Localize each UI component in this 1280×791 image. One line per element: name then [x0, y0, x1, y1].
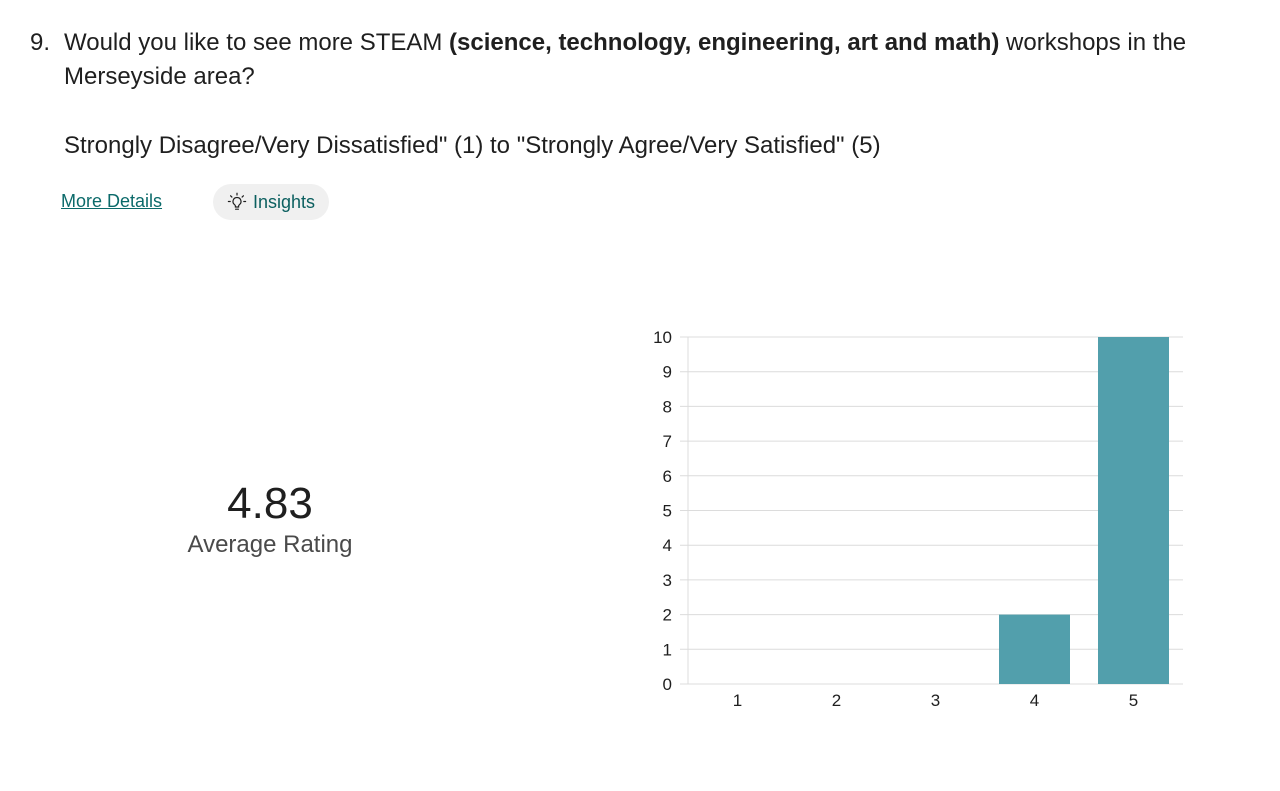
y-tick-label: 6: [663, 467, 672, 486]
y-tick-label: 3: [663, 571, 672, 590]
average-rating-summary: 4.83 Average Rating: [150, 478, 390, 560]
rating-distribution-chart: 0 1 2 3 4 5 6 7 8 9 10 1 2 3 4 5: [653, 328, 1183, 710]
question-text: Would you like to see more STEAM (scienc…: [64, 26, 1260, 94]
x-tick-label: 4: [1030, 691, 1039, 710]
y-tick-label: 2: [663, 606, 672, 625]
y-tick-label: 10: [653, 328, 672, 347]
insights-button[interactable]: Insights: [213, 184, 330, 220]
bar-rating-4: [999, 614, 1070, 684]
average-rating-value: 4.83: [227, 479, 313, 528]
average-rating-label: Average Rating: [187, 531, 353, 558]
y-tick-label: 4: [663, 536, 672, 555]
question-header: 9. Would you like to see more STEAM (sci…: [30, 26, 1260, 94]
insights-label: Insights: [253, 191, 316, 212]
y-tick-label: 9: [663, 363, 672, 382]
question-number: 9.: [30, 29, 51, 56]
y-tick-label: 7: [663, 432, 672, 451]
y-tick-label: 0: [663, 675, 672, 694]
lightbulb-icon: [227, 192, 247, 212]
bar-rating-5: [1098, 337, 1169, 684]
y-tick-label: 8: [663, 397, 672, 416]
rating-scale-description: Strongly Disagree/Very Dissatisfied" (1)…: [64, 132, 881, 159]
x-tick-label: 2: [832, 691, 841, 710]
x-tick-label: 1: [733, 691, 742, 710]
more-details-link[interactable]: More Details: [61, 191, 163, 211]
question-text-start: Would you like to see more STEAM: [64, 29, 450, 56]
x-tick-label: 5: [1129, 691, 1138, 710]
y-tick-label: 1: [663, 640, 672, 659]
question-text-bold: (science, technology, engineering, art a…: [449, 29, 1000, 56]
y-tick-label: 5: [663, 502, 672, 521]
question-text-end: workshops in the Merseyside area?: [64, 29, 1187, 90]
x-tick-label: 3: [931, 691, 940, 710]
